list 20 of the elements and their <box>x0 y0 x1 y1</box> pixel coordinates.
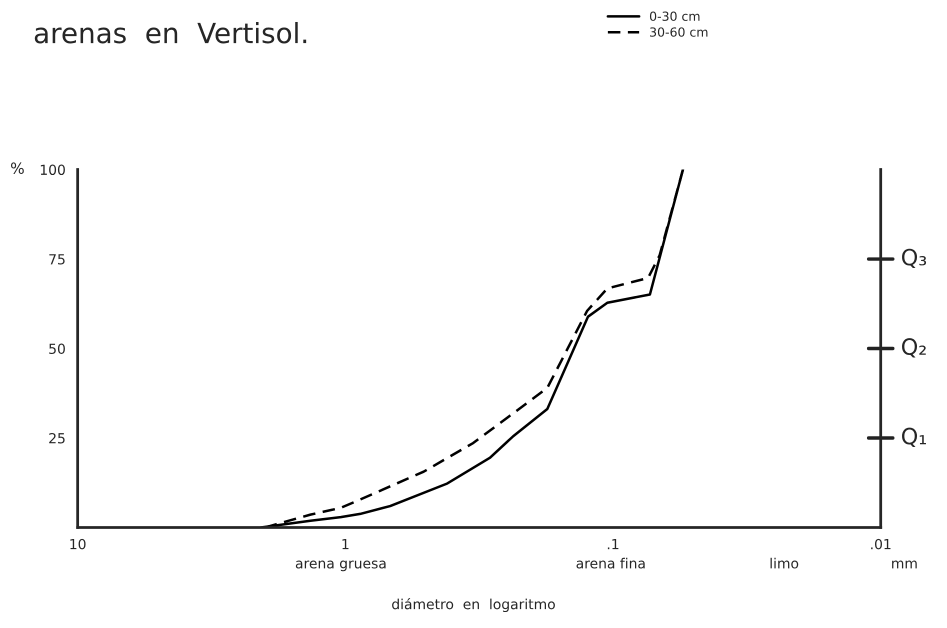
ref-line-label: Q₃ <box>902 248 926 268</box>
text: arena fina <box>576 558 645 569</box>
text: arena gruesa <box>296 560 386 572</box>
ref-line-label: Q₂ <box>902 338 926 358</box>
x-axis-title: diámetro en logaritmo <box>392 598 555 612</box>
y-tick-label: 75 <box>49 254 65 265</box>
legend-label: 30-60 cm <box>650 27 708 37</box>
chart-title: arenas en Vertisol. <box>34 22 306 44</box>
y-tick-label: 25 <box>49 433 65 444</box>
x-tick-label: 1 <box>342 539 348 550</box>
y-tick-label: 100 <box>40 164 65 176</box>
text: mm <box>892 560 917 568</box>
legend-label: 0-30 cm <box>650 11 700 21</box>
ref-line-label: Q₁ <box>902 428 926 448</box>
y-axis-title: % <box>11 162 24 174</box>
text: limo <box>770 558 798 569</box>
x-tick-label: 10 <box>70 538 86 550</box>
y-tick-label: 50 <box>49 344 65 354</box>
x-tick-label: .01 <box>871 538 890 550</box>
x-tick-label: .1 <box>608 539 618 550</box>
